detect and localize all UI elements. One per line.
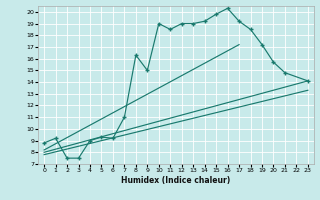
- X-axis label: Humidex (Indice chaleur): Humidex (Indice chaleur): [121, 176, 231, 185]
